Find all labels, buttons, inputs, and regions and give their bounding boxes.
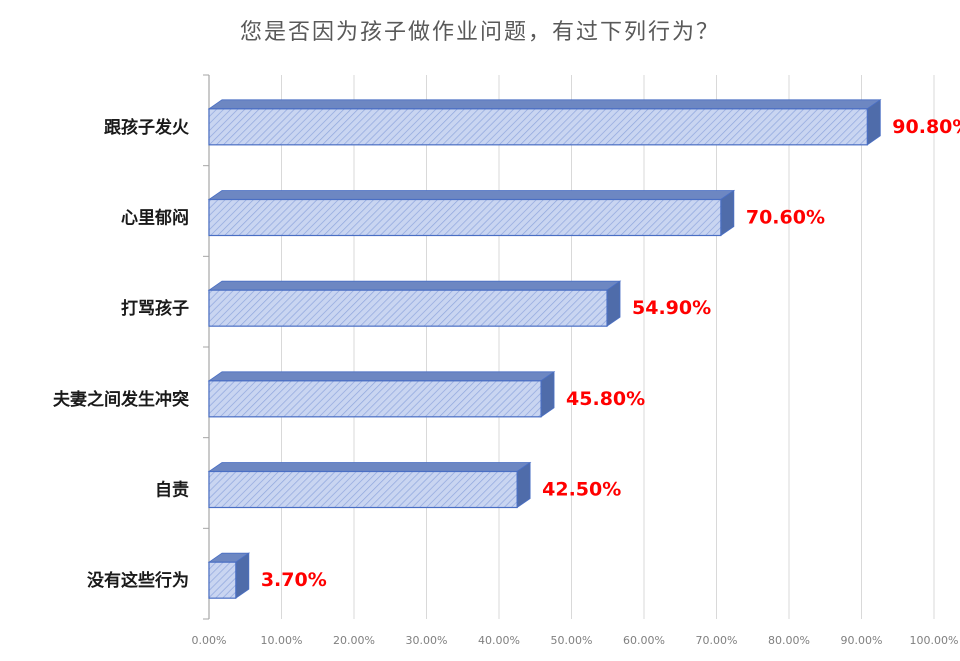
x-tick-label: 60.00%: [623, 634, 665, 647]
data-label: 54.90%: [632, 297, 711, 319]
data-label: 90.80%: [892, 116, 960, 138]
bar-top-face: [207, 371, 556, 382]
bar-top-face: [207, 190, 736, 200]
category-label: 打骂孩子: [121, 298, 189, 319]
x-tick-label: 0.00%: [192, 634, 227, 647]
x-tick-label: 30.00%: [406, 634, 448, 647]
x-tick-label: 70.00%: [696, 634, 738, 647]
bar-group: [207, 99, 882, 146]
bar-group: [207, 371, 556, 418]
bar-top-face: [207, 99, 882, 110]
bar-top-face: [207, 280, 622, 291]
data-label: 45.80%: [566, 388, 645, 410]
bar-group: [207, 280, 622, 327]
bar: [208, 380, 542, 418]
x-tick-label: 90.00%: [841, 634, 883, 647]
category-label: 跟孩子发火: [104, 117, 190, 138]
category-label: 夫妻之间发生冲突: [53, 389, 189, 410]
x-tick-label: 100.00%: [910, 634, 959, 647]
data-label: 3.70%: [261, 569, 327, 591]
bar: [208, 198, 722, 237]
bar: [208, 108, 868, 146]
bar-group: [207, 552, 251, 599]
bar: [208, 561, 237, 599]
category-label: 自责: [155, 480, 189, 501]
bar: [208, 289, 608, 327]
chart-title: 您是否因为孩子做作业问题，有过下列行为？: [239, 20, 720, 45]
category-label: 没有这些行为: [87, 570, 189, 591]
category-label: 心里郁闷: [121, 208, 189, 229]
x-tick-label: 40.00%: [478, 634, 520, 647]
x-tick-label: 50.00%: [551, 634, 593, 647]
x-tick-label: 80.00%: [768, 634, 810, 647]
bar-top-face: [207, 462, 532, 472]
bar: [208, 470, 518, 509]
x-tick-label: 10.00%: [261, 634, 303, 647]
data-label: 70.60%: [746, 207, 825, 229]
data-label: 42.50%: [542, 479, 621, 501]
x-tick-label: 20.00%: [333, 634, 375, 647]
bar-group: [207, 189, 736, 237]
bar-group: [207, 461, 532, 509]
